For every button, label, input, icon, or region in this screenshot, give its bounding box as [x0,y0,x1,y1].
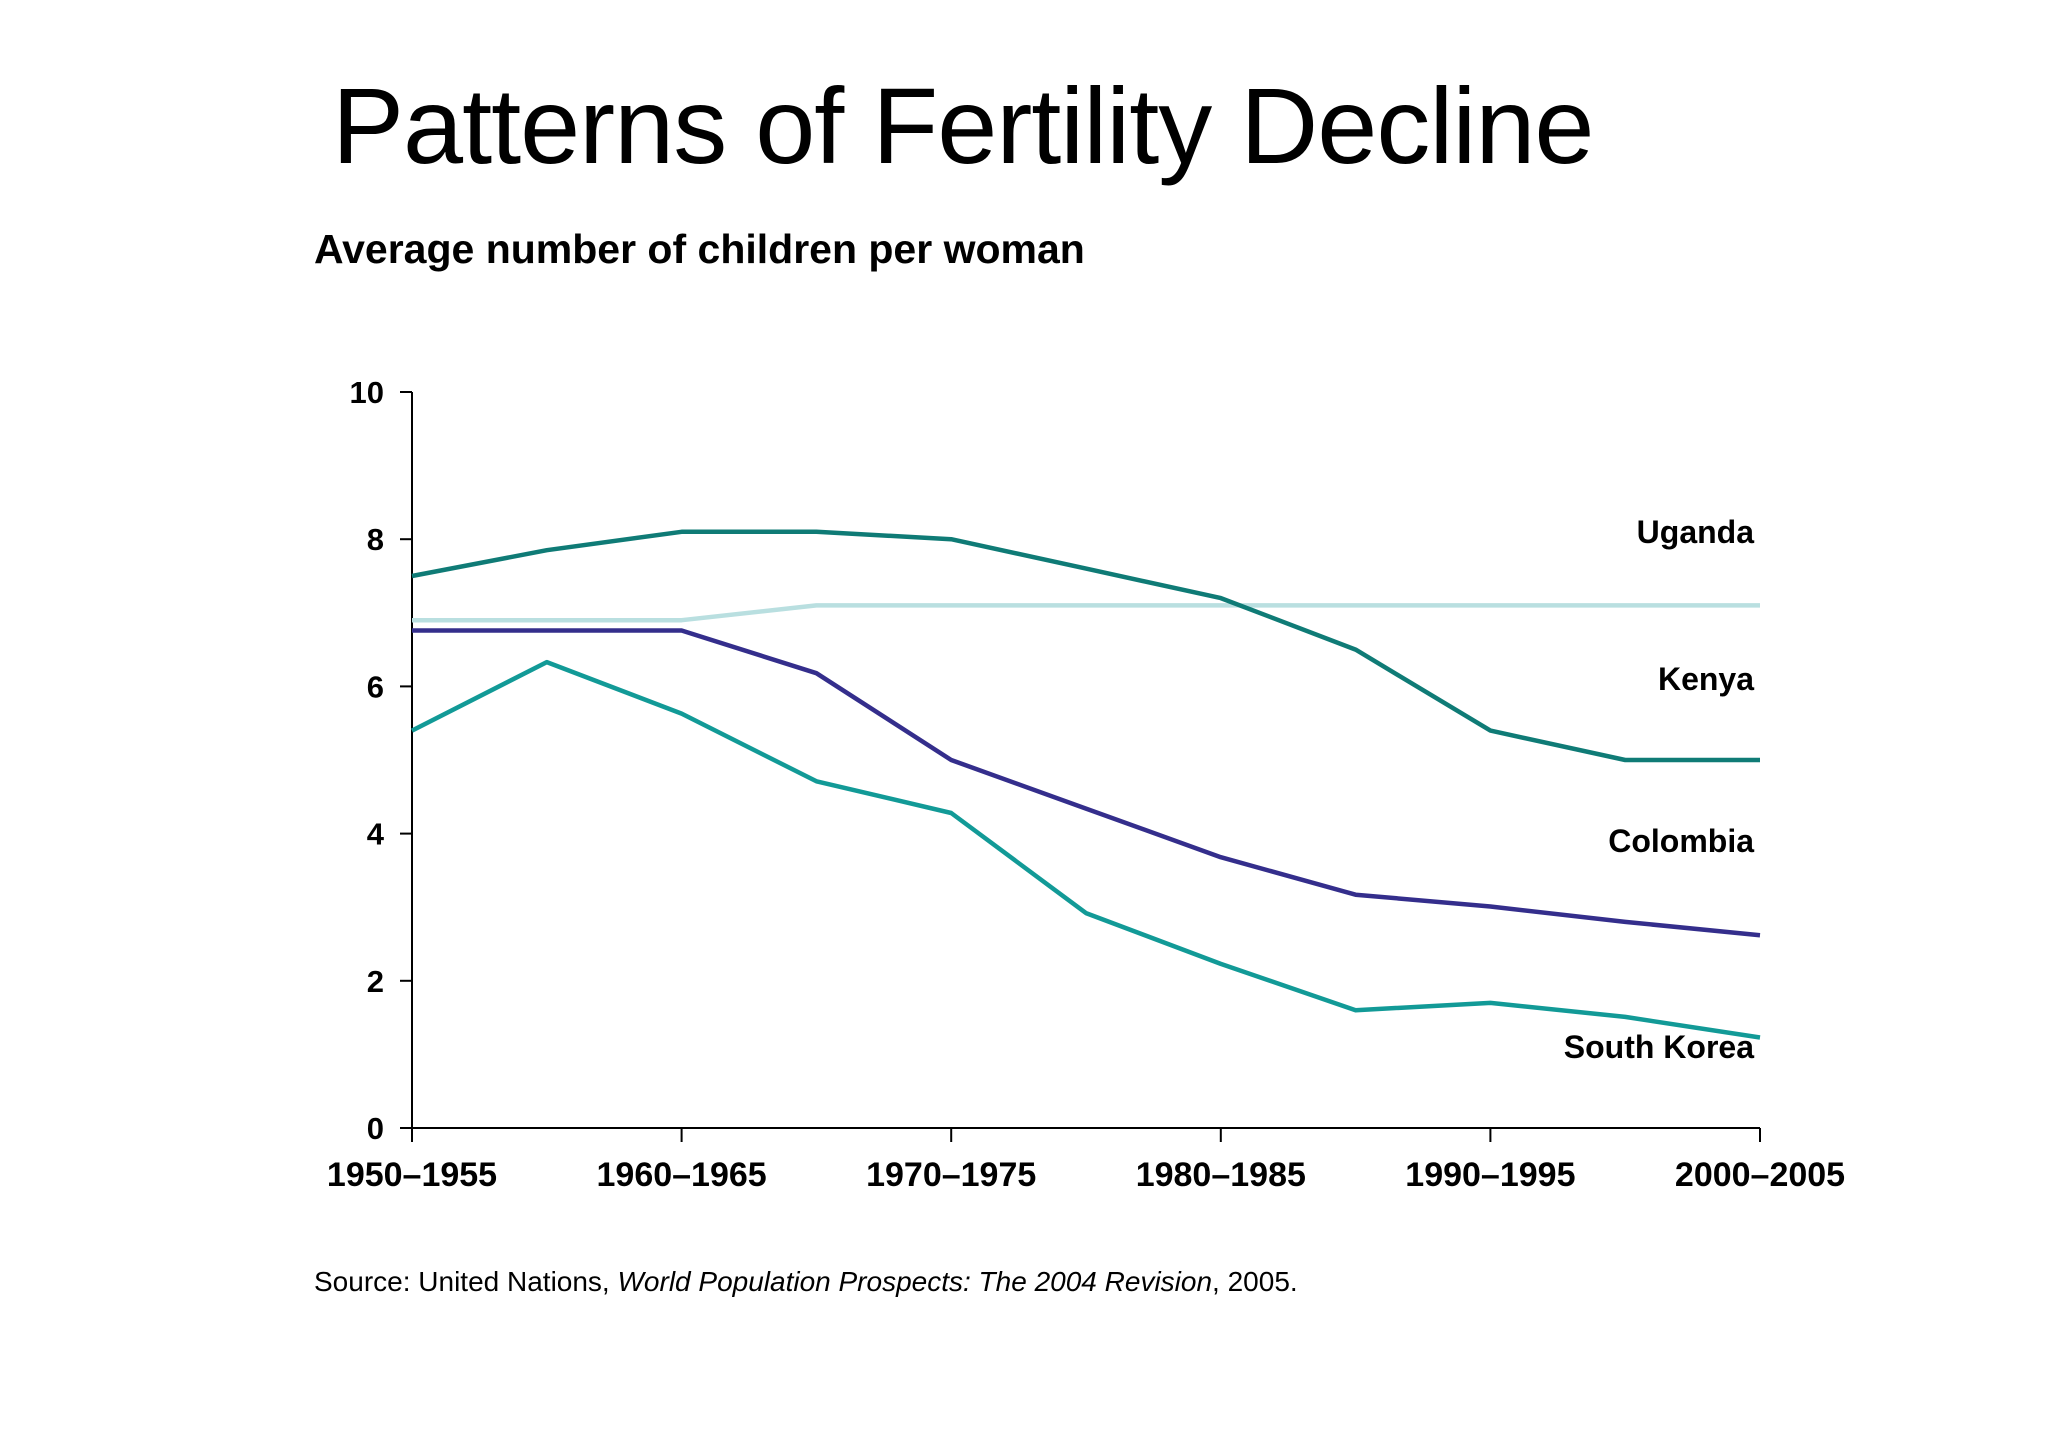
x-tick-label: 1950–1955 [327,1156,497,1194]
y-tick-label: 4 [367,817,385,852]
series-label-south-korea: South Korea [1564,1029,1754,1065]
y-tick-label: 2 [367,964,384,999]
x-tick-label: 1980–1985 [1136,1156,1306,1194]
series-label-kenya: Kenya [1658,661,1754,697]
series-line-colombia [412,628,1761,938]
series-label-uganda: Uganda [1637,514,1755,550]
x-tick-label: 1970–1975 [866,1156,1036,1194]
series-label-colombia: Colombia [1608,823,1754,859]
source-suffix: , 2005. [1212,1266,1298,1297]
y-tick-label: 10 [350,375,384,410]
chart-series-labels: Uganda Kenya Colombia South Korea [1564,514,1754,1065]
x-tick-label: 2000–2005 [1675,1156,1845,1194]
chart-axes: 0 2 4 6 8 10 1950–1955 1960–1965 1970–1975 1980–1… [327,375,1845,1194]
chart-subtitle: Average number of children per woman [314,226,1085,272]
y-tick-label: 0 [367,1111,384,1146]
series-line-kenya [411,529,1760,763]
series-line-uganda [412,603,1760,623]
series-line-south-korea [410,659,1761,1040]
x-tick-label: 1960–1965 [597,1156,767,1194]
source-prefix: Source: United Nations, [314,1266,618,1297]
y-tick-label: 8 [367,522,384,557]
x-tick-label: 1990–1995 [1405,1156,1575,1194]
source-publication: World Population Prospects: The 2004 Rev… [617,1266,1213,1297]
chart-series [410,529,1761,1040]
y-tick-label: 6 [367,669,384,704]
page-title: Patterns of Fertility Decline [332,65,1594,186]
source-note: Source: United Nations, World Population… [314,1266,1298,1298]
